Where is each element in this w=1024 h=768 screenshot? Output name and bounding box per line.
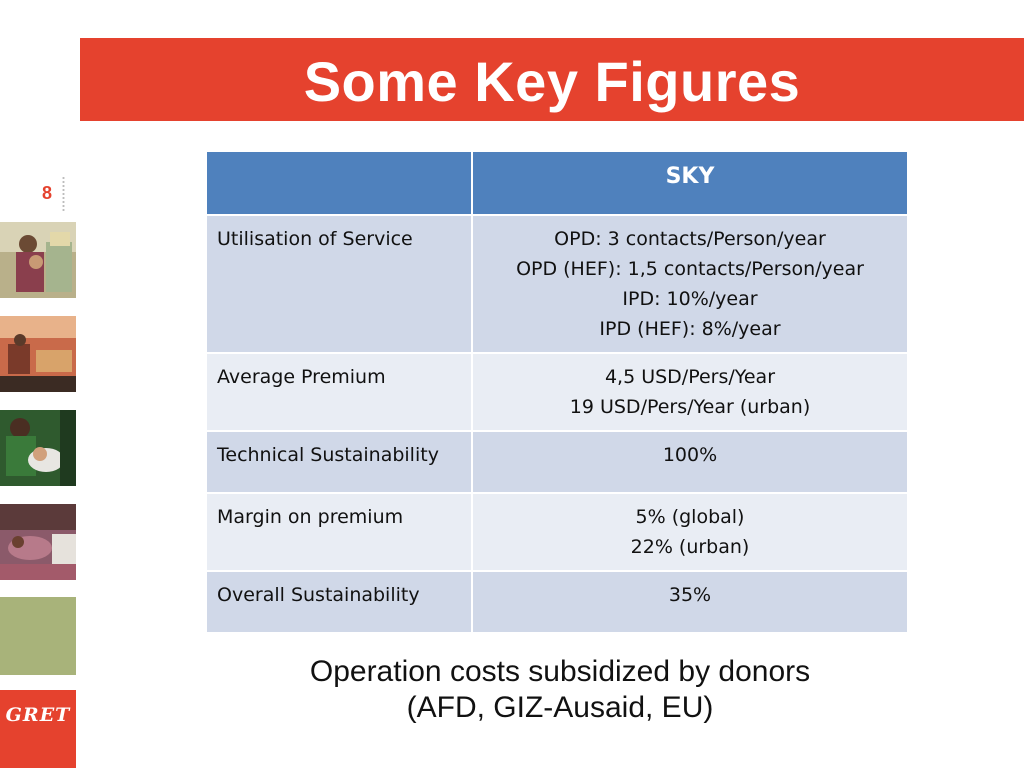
sidebar-color-block — [0, 597, 76, 675]
page-number: 8 — [41, 183, 52, 203]
row-label: Technical Sustainability — [205, 430, 473, 494]
footer-note: Operation costs subsidized by donors (AF… — [230, 654, 890, 726]
table-row: Technical Sustainability 100% — [205, 430, 909, 494]
row-label: Average Premium — [205, 352, 473, 432]
value-line: 22% (urban) — [630, 536, 750, 558]
title-bar: Some Key Figures — [80, 38, 1024, 121]
table-row: Overall Sustainability 35% — [205, 570, 909, 634]
photo-thumbnail-mother-child — [0, 222, 76, 298]
gret-logo: GRET — [0, 690, 76, 768]
value-line: 35% — [668, 584, 712, 606]
table-header-row: SKY — [205, 150, 909, 216]
row-label: Utilisation of Service — [205, 214, 473, 354]
footer-line-2: (AFD, GIZ-Ausaid, EU) — [406, 691, 714, 724]
row-label: Overall Sustainability — [205, 570, 473, 634]
table-header-sky: SKY — [471, 150, 909, 216]
table-header-blank — [205, 150, 473, 216]
key-figures-table: SKY Utilisation of Service OPD: 3 contac… — [205, 150, 909, 634]
row-value: 4,5 USD/Pers/Year 19 USD/Pers/Year (urba… — [471, 352, 909, 432]
value-line: OPD: 3 contacts/Person/year — [554, 228, 826, 250]
table-row: Margin on premium 5% (global) 22% (urban… — [205, 492, 909, 572]
photo-thumbnail-clinic — [0, 504, 76, 580]
slide-title: Some Key Figures — [303, 50, 801, 113]
value-line: 19 USD/Pers/Year (urban) — [569, 396, 811, 418]
footer-line-1: Operation costs subsidized by donors — [309, 655, 811, 688]
row-label: Margin on premium — [205, 492, 473, 572]
value-line: IPD (HEF): 8%/year — [599, 318, 781, 340]
dotted-divider — [62, 176, 65, 212]
gret-logo-text: GRET — [5, 704, 71, 726]
row-value: 100% — [471, 430, 909, 494]
table-row: Average Premium 4,5 USD/Pers/Year 19 USD… — [205, 352, 909, 432]
value-line: 4,5 USD/Pers/Year — [604, 366, 776, 388]
row-value: 5% (global) 22% (urban) — [471, 492, 909, 572]
photo-thumbnail-nurse-baby — [0, 410, 76, 486]
table-row: Utilisation of Service OPD: 3 contacts/P… — [205, 214, 909, 354]
value-line: 5% (global) — [635, 506, 745, 528]
row-value: OPD: 3 contacts/Person/year OPD (HEF): 1… — [471, 214, 909, 354]
value-line: IPD: 10%/year — [622, 288, 758, 310]
value-line: OPD (HEF): 1,5 contacts/Person/year — [516, 258, 864, 280]
value-line: 100% — [662, 444, 718, 466]
photo-thumbnail-market — [0, 316, 76, 392]
row-value: 35% — [471, 570, 909, 634]
